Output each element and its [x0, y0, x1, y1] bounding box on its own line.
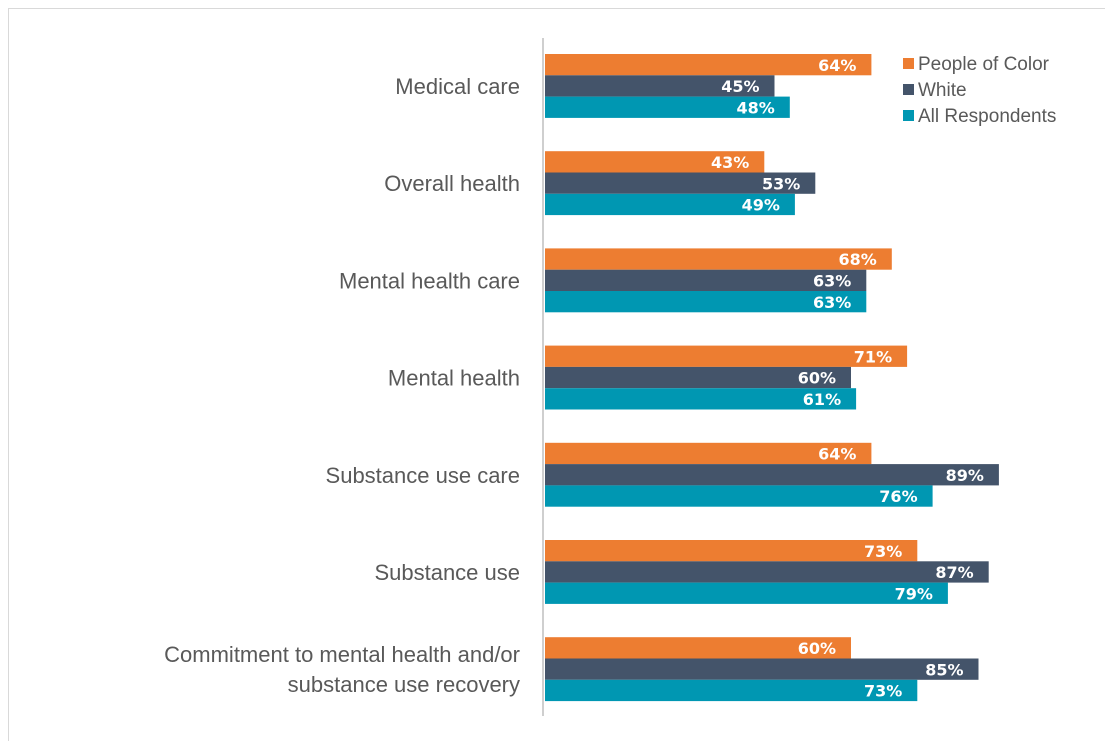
legend-swatch-white [903, 84, 914, 95]
data-label-white-substance-use-care: 89% [946, 466, 984, 485]
data-label-people-of-color-substance-use: 73% [864, 542, 902, 561]
legend-label-people-of-color: People of Color [918, 54, 1050, 75]
bar-people-of-color-mental-health-care [545, 248, 892, 270]
data-label-all-respondents-overall-health: 49% [742, 196, 780, 215]
data-label-people-of-color-commitment-to-mental-health-an: 60% [798, 639, 836, 658]
data-label-all-respondents-mental-health-care: 63% [813, 293, 851, 312]
legend-swatch-all-respondents [903, 110, 914, 121]
data-label-all-respondents-mental-health: 61% [803, 390, 841, 409]
data-label-white-mental-health-care: 63% [813, 272, 851, 291]
data-label-people-of-color-substance-use-care: 64% [818, 445, 856, 464]
data-label-people-of-color-mental-health-care: 68% [839, 250, 877, 269]
bar-all-respondents-mental-health-care [545, 291, 867, 313]
data-label-all-respondents-medical-care: 48% [737, 98, 775, 117]
bar-people-of-color-commitment-to-mental-health-an [545, 637, 851, 659]
data-label-white-substance-use: 87% [935, 563, 973, 582]
data-label-white-overall-health: 53% [762, 174, 800, 193]
data-label-white-mental-health: 60% [798, 369, 836, 388]
bar-white-medical-care [545, 75, 775, 97]
bar-people-of-color-mental-health [545, 345, 908, 367]
category-label-mental-health-care: Mental health care [339, 268, 520, 293]
data-label-all-respondents-substance-use-care: 76% [879, 487, 917, 506]
category-label-substance-use: Substance use [374, 560, 520, 585]
chart-frame [8, 8, 1105, 741]
bar-people-of-color-substance-use-care [545, 442, 872, 465]
bar-people-of-color-medical-care [545, 54, 872, 76]
bar-people-of-color-substance-use [545, 540, 918, 562]
legend-label-white: White [918, 80, 967, 101]
bar-all-respondents-substance-use [545, 582, 948, 604]
data-label-people-of-color-overall-health: 43% [711, 153, 749, 172]
legend-swatch-people-of-color [903, 58, 914, 69]
bar-all-respondents-substance-use-care [545, 485, 933, 507]
legend-label-all-respondents: All Respondents [918, 106, 1056, 127]
bar-white-mental-health [545, 366, 851, 389]
bar-people-of-color-overall-health [545, 151, 765, 173]
data-label-people-of-color-mental-health: 71% [854, 347, 892, 366]
bar-white-mental-health-care [545, 269, 867, 291]
data-label-white-commitment-to-mental-health-an: 85% [925, 660, 963, 679]
bar-white-commitment-to-mental-health-an [545, 658, 979, 680]
bar-all-respondents-commitment-to-mental-health-an [545, 679, 918, 702]
category-label-commitment-to-mental-health-and-or-subst: Commitment to mental health and/or substa… [164, 642, 520, 697]
category-label-substance-use-care: Substance use care [326, 463, 520, 488]
bar-all-respondents-medical-care [545, 96, 790, 118]
bar-white-overall-health [545, 172, 816, 194]
data-label-all-respondents-substance-use: 79% [895, 584, 933, 603]
data-label-people-of-color-medical-care: 64% [818, 56, 856, 75]
category-label-overall-health: Overall health [384, 171, 520, 196]
data-label-all-respondents-commitment-to-mental-health-an: 73% [864, 682, 902, 701]
data-label-white-medical-care: 45% [721, 77, 759, 96]
bar-white-substance-use-care [545, 464, 999, 486]
category-label-medical-care: Medical care [395, 74, 520, 99]
category-label-mental-health: Mental health [388, 366, 520, 391]
bar-all-respondents-overall-health [545, 193, 795, 216]
bar-all-respondents-mental-health [545, 388, 857, 410]
bar-white-substance-use [545, 561, 989, 583]
